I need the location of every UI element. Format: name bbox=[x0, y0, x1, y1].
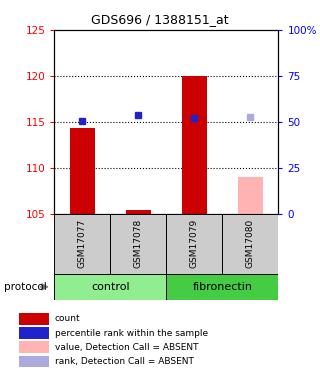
Bar bbox=[54, 274, 166, 300]
Bar bbox=[222, 214, 278, 274]
Text: fibronectin: fibronectin bbox=[192, 282, 252, 292]
Bar bbox=[54, 214, 110, 274]
Bar bbox=[126, 210, 151, 214]
Text: percentile rank within the sample: percentile rank within the sample bbox=[55, 328, 208, 338]
Bar bbox=[19, 313, 49, 325]
Text: GSM17078: GSM17078 bbox=[134, 219, 143, 268]
Bar bbox=[166, 214, 222, 274]
Text: protocol: protocol bbox=[4, 282, 47, 292]
Text: GSM17080: GSM17080 bbox=[246, 219, 255, 268]
Text: rank, Detection Call = ABSENT: rank, Detection Call = ABSENT bbox=[55, 357, 194, 366]
Bar bbox=[19, 356, 49, 368]
Text: control: control bbox=[91, 282, 130, 292]
Text: GSM17077: GSM17077 bbox=[78, 219, 87, 268]
Bar bbox=[19, 327, 49, 339]
Bar bbox=[70, 128, 95, 214]
Text: GDS696 / 1388151_at: GDS696 / 1388151_at bbox=[91, 13, 229, 26]
Bar bbox=[182, 76, 207, 214]
Text: value, Detection Call = ABSENT: value, Detection Call = ABSENT bbox=[55, 342, 198, 351]
Bar bbox=[19, 341, 49, 353]
Bar bbox=[110, 214, 166, 274]
Text: count: count bbox=[55, 315, 81, 324]
Bar bbox=[238, 177, 263, 214]
Bar bbox=[166, 274, 278, 300]
Text: GSM17079: GSM17079 bbox=[190, 219, 199, 268]
